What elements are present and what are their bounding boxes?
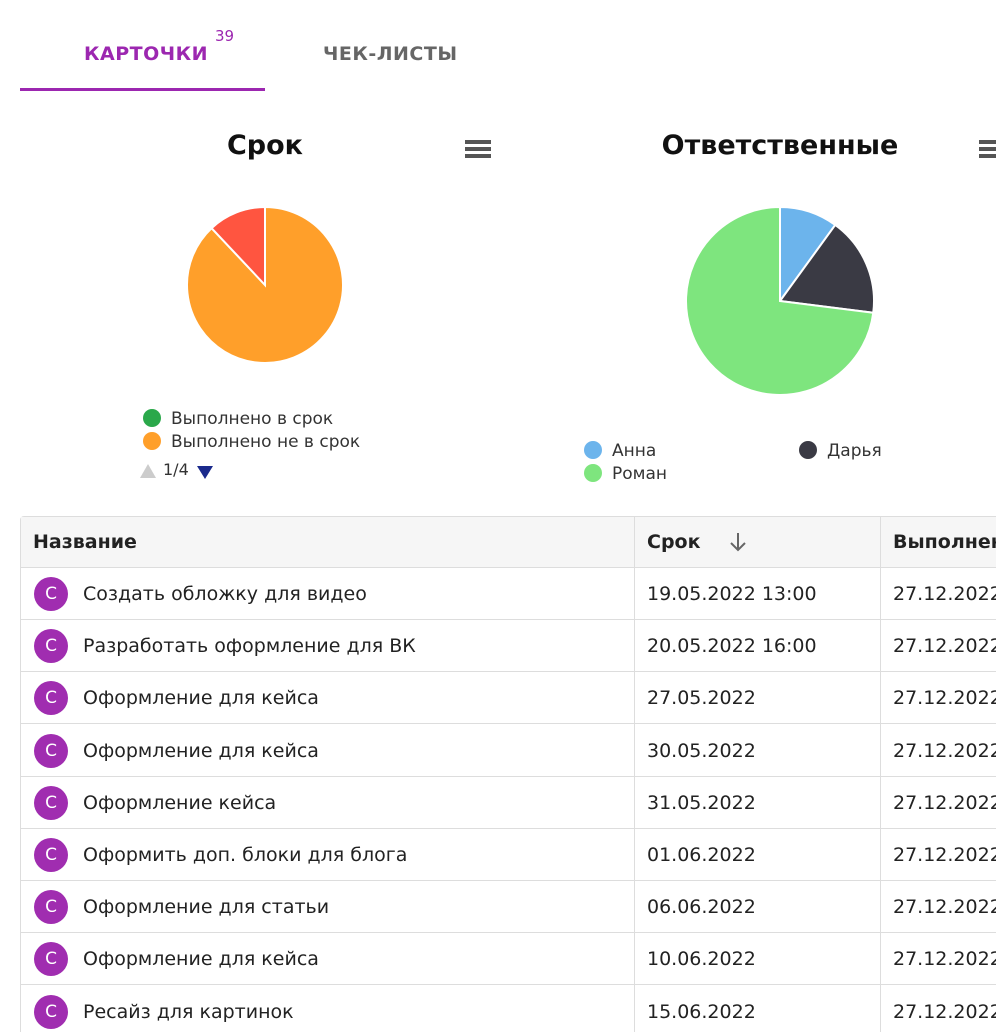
task-name: Создать обложку для видео <box>83 583 367 605</box>
task-name: Оформление для кейса <box>83 948 319 971</box>
row-divider <box>21 880 996 881</box>
legend-marker <box>143 432 161 450</box>
legend-label: Выполнено в срок <box>171 409 333 429</box>
avatar: С <box>34 577 68 611</box>
deadline: 06.06.2022 <box>647 896 756 919</box>
row-divider <box>21 671 996 673</box>
avatar: С <box>34 785 68 820</box>
avatar: С <box>34 994 68 1029</box>
avatar: С <box>34 942 68 977</box>
column-divider <box>634 517 635 1032</box>
tab[interactable]: КАРТОЧКИ <box>84 43 209 65</box>
table-header <box>21 517 996 568</box>
legend-label: Анна <box>612 441 656 461</box>
completed: 27.12.2022 <box>893 791 996 814</box>
completed: 27.12.2022 <box>893 896 996 919</box>
menu-icon[interactable] <box>979 140 996 158</box>
legend-label: Выполнено не в срок <box>171 432 360 452</box>
tab[interactable]: ЧЕК-ЛИСТЫ <box>323 43 458 65</box>
legend-label: Роман <box>612 464 667 484</box>
deadline: 19.05.2022 13:00 <box>647 583 817 605</box>
deadline: 01.06.2022 <box>647 844 756 866</box>
tab-indicator <box>20 88 265 91</box>
deadline: 27.05.2022 <box>647 687 756 710</box>
column-header: Срок <box>647 531 701 553</box>
legend-prev[interactable] <box>140 464 156 478</box>
legend-marker <box>584 464 602 482</box>
task-name: Оформить доп. блоки для блога <box>83 844 408 866</box>
column-divider <box>880 517 881 1032</box>
pie-slice <box>778 223 875 314</box>
column-header: Название <box>33 531 137 553</box>
avatar: С <box>34 890 68 925</box>
row-divider <box>21 775 996 777</box>
completed: 27.12.2022 <box>893 635 996 658</box>
avatar: С <box>34 733 68 768</box>
tab-badge: 39 <box>215 27 235 45</box>
deadline: 15.06.2022 <box>647 1000 756 1023</box>
pie-slice <box>685 205 875 396</box>
row-divider <box>21 827 996 829</box>
deadline: 31.05.2022 <box>647 791 756 814</box>
legend-next[interactable] <box>197 466 213 479</box>
avatar: С <box>34 629 68 664</box>
legend-marker <box>799 441 817 459</box>
completed: 27.12.2022 <box>893 844 996 866</box>
row-divider <box>21 723 996 725</box>
chart-title: Ответственные <box>662 130 899 161</box>
task-name: Разработать оформление для ВК <box>83 635 416 658</box>
row-divider <box>21 619 996 620</box>
task-name: Оформление для кейса <box>83 739 319 762</box>
deadline: 20.05.2022 16:00 <box>647 635 817 658</box>
legend-marker <box>584 441 602 459</box>
charts: Срок Выполнено в срок Выполнено не в срок 1… <box>140 130 996 484</box>
row-divider <box>21 984 996 986</box>
task-name: Оформление для статьи <box>83 896 330 919</box>
task-name: Ресайз для картинок <box>83 1000 294 1023</box>
completed: 27.12.2022 <box>893 1000 996 1023</box>
menu-icon[interactable] <box>465 140 491 158</box>
legend-marker <box>143 409 161 427</box>
completed: 27.12.2022 <box>893 583 996 605</box>
legend-pager: 1/4 <box>163 460 189 479</box>
completed: 27.12.2022 <box>893 687 996 710</box>
row-divider <box>21 932 996 934</box>
legend-label: Дарья <box>827 441 882 461</box>
chart-title: Срок <box>227 130 303 161</box>
pie-slice <box>210 205 266 288</box>
deadline: 30.05.2022 <box>647 739 756 762</box>
column-header: Выполнено <box>893 531 996 553</box>
completed: 27.12.2022 <box>893 948 996 971</box>
completed: 27.12.2022 <box>893 739 996 762</box>
deadline: 10.06.2022 <box>647 948 756 971</box>
task-name: Оформление кейса <box>83 791 277 814</box>
task-name: Оформление для кейса <box>83 687 319 710</box>
sort-icon[interactable] <box>728 531 748 553</box>
avatar: С <box>34 681 68 716</box>
avatar: С <box>34 838 68 872</box>
table: Название Срок Выполнено С Создать обложку дл… <box>20 516 996 1032</box>
